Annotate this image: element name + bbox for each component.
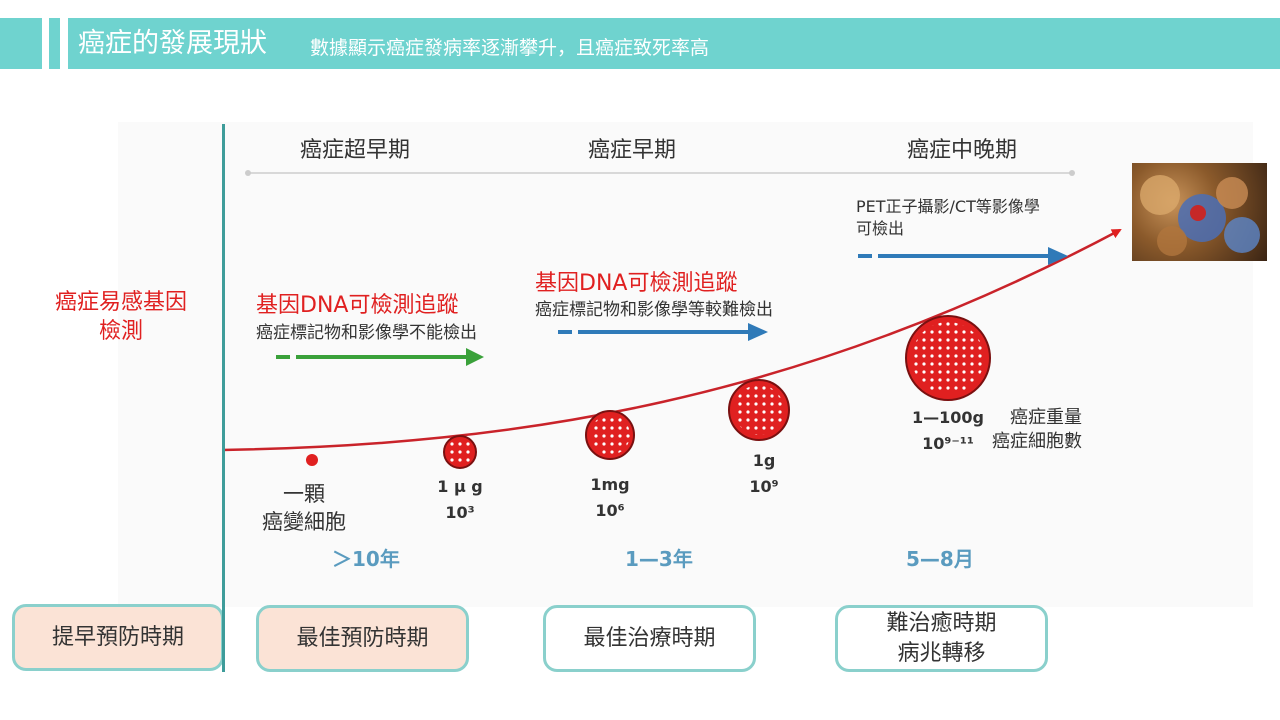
blue-arrow-late <box>858 247 1068 265</box>
phase-mid-late: 癌症中晚期 <box>907 138 1018 163</box>
susceptibility-gene-label: 癌症易感基因 檢測 <box>54 290 187 344</box>
tumor-label-100g: 1—100g 10⁹⁻¹¹ <box>912 408 984 453</box>
divider-line <box>222 124 225 672</box>
phase-timeline-start <box>245 170 251 176</box>
tumor-1ug <box>443 435 477 469</box>
tumor-single-cell <box>306 454 318 466</box>
tumor-label-1g: 1g 10⁹ <box>749 451 779 496</box>
detection-title-stage2: 基因DNA可檢測追蹤 <box>535 271 738 296</box>
page-title: 癌症的發展現狀 <box>78 28 267 59</box>
tumor-1mg <box>585 410 635 460</box>
tumor-100g <box>905 315 991 401</box>
detection-desc-stage1: 癌症標記物和影像學不能檢出 <box>256 323 477 343</box>
phase-timeline-end <box>1069 170 1075 176</box>
page-subtitle: 數據顯示癌症發病率逐漸攀升，且癌症致死率高 <box>310 37 710 59</box>
header-accent-bar <box>0 18 42 69</box>
tumor-1g <box>728 379 790 441</box>
duration-1-3-years: 1—3年 <box>625 547 693 571</box>
header-bar <box>68 18 1280 69</box>
phase-ultra-early: 癌症超早期 <box>300 138 411 163</box>
detection-title-stage1: 基因DNA可檢測追蹤 <box>256 293 459 318</box>
detection-desc-stage2: 癌症標記物和影像學等較難檢出 <box>535 300 773 320</box>
period-best-treatment: 最佳治療時期 <box>543 605 756 672</box>
phase-early: 癌症早期 <box>588 138 677 163</box>
diagram-background <box>118 122 1253 607</box>
period-early-prevention: 提早預防時期 <box>12 604 224 671</box>
tumor-label-1ug: 1 μ g 10³ <box>437 477 483 522</box>
blue-arrow-early <box>558 323 768 341</box>
tumor-label-single: 一顆 癌變細胞 <box>262 482 346 534</box>
detection-stage3: PET正子攝影/CT等影像學 可檢出 <box>856 197 1040 238</box>
legend-weight-cells: 癌症重量 癌症細胞數 <box>992 407 1082 452</box>
header-accent-bar-thin <box>49 18 60 69</box>
period-best-prevention: 最佳預防時期 <box>256 605 469 672</box>
duration-over-10-years: ＞10年 <box>332 547 400 571</box>
tumor-label-1mg: 1mg 10⁶ <box>590 475 630 520</box>
cancer-cell-image <box>1132 163 1267 261</box>
green-arrow <box>276 348 484 366</box>
growth-curve <box>221 228 1122 452</box>
duration-5-8-months: 5—8月 <box>906 547 974 571</box>
period-hard-to-cure: 難治癒時期 病兆轉移 <box>835 605 1048 672</box>
